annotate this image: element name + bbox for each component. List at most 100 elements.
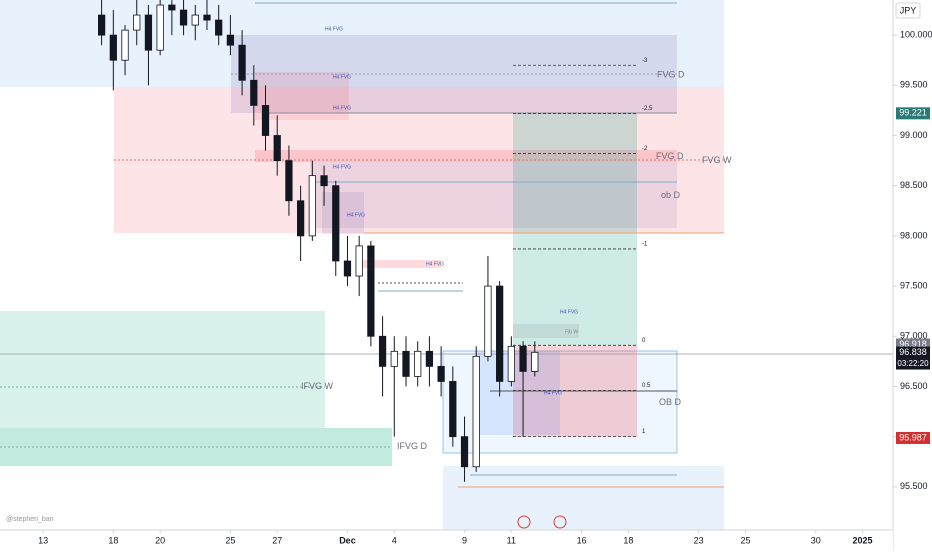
- price-tag-label: 96.838: [899, 347, 927, 357]
- zone: [513, 324, 579, 338]
- small-label: H4 FVG: [560, 309, 578, 315]
- candle-body: [472, 355, 480, 468]
- candles: [97, 0, 539, 482]
- zone: [361, 260, 441, 268]
- y-tick-label: 99.500: [900, 80, 928, 90]
- price-tag-label: 96.918: [899, 339, 927, 349]
- candle-body: [133, 14, 141, 31]
- candle-body: [226, 34, 235, 46]
- candle-body: [449, 381, 457, 438]
- countdown: 03:22:20: [897, 359, 929, 368]
- x-tick-label: 25: [225, 535, 235, 545]
- y-tick-label: 96.500: [900, 381, 928, 391]
- fib-label: -2: [642, 146, 648, 152]
- candle-body: [215, 19, 223, 36]
- candle-body: [390, 350, 398, 367]
- fib-label: 1: [642, 429, 646, 435]
- fib-label: -1: [642, 242, 648, 248]
- x-tick-label: 2025: [853, 535, 873, 545]
- zone: [231, 35, 677, 113]
- small-label: H4 FVG: [325, 26, 343, 32]
- zone: [310, 162, 677, 228]
- price-tag-label: 99.221: [899, 108, 927, 118]
- axes: 95.50096.00096.50097.00097.50098.00098.5…: [38, 30, 932, 546]
- x-tick-label: 18: [108, 535, 118, 545]
- fib-label: 0: [642, 338, 646, 344]
- candle-body: [460, 436, 469, 468]
- small-label: H4 FVG: [333, 164, 351, 170]
- candle-body: [519, 345, 527, 372]
- y-tick-label: 97.500: [900, 280, 928, 290]
- watermark: @stephen_ban: [6, 516, 54, 523]
- y-tick-label: 97.000: [900, 331, 928, 341]
- candle-body: [531, 351, 539, 372]
- y-tick-label: 95.500: [900, 481, 928, 491]
- candle-body: [273, 135, 281, 162]
- zone: [443, 466, 724, 530]
- countdown-box: [896, 358, 930, 370]
- zone-label: IFVG W: [301, 381, 334, 391]
- candle-body: [496, 285, 504, 382]
- event-icon[interactable]: [553, 515, 567, 529]
- y-tick-label: 98.000: [900, 230, 928, 240]
- small-label: H4 FVG: [426, 261, 444, 267]
- x-tick-label: 20: [155, 535, 165, 545]
- candle-body: [285, 160, 293, 202]
- zone-label: IFVG D: [397, 441, 428, 451]
- candle-body: [238, 44, 246, 81]
- candle-body: [507, 345, 515, 382]
- candle-body: [308, 175, 316, 237]
- y-tick-label: 98.500: [900, 180, 928, 190]
- fib-levels: -3 -2.5 -2 -1 0 0.5 1: [513, 58, 653, 438]
- small-label: H4 FVG: [544, 390, 562, 396]
- event-icon[interactable]: [517, 515, 531, 529]
- fib-label: -3: [642, 58, 648, 64]
- fib-label: -2.5: [642, 106, 653, 112]
- x-tick-label: 25: [740, 535, 750, 545]
- y-tick-label: 100.000: [900, 30, 932, 40]
- candle-body: [109, 34, 117, 61]
- price-tag: [896, 431, 930, 444]
- candle-body: [402, 350, 410, 377]
- candle-body: [261, 104, 270, 136]
- candle-body: [179, 9, 188, 26]
- candle-body: [191, 14, 199, 26]
- zone: [475, 351, 560, 435]
- x-tick-label: 23: [694, 535, 704, 545]
- x-tick-label: 27: [272, 535, 282, 545]
- candle-body: [144, 14, 153, 51]
- candle-body: [121, 29, 129, 61]
- zone: [255, 72, 349, 120]
- price-tag: [896, 107, 930, 120]
- candle-body: [168, 4, 176, 11]
- y-tick-label: 99.000: [900, 130, 928, 140]
- zones: [0, 0, 893, 530]
- small-label: H4 FVG: [333, 105, 351, 111]
- zone-label: ob D: [661, 190, 681, 200]
- candle-body: [156, 4, 164, 51]
- small-label: H4 FVG: [333, 74, 351, 80]
- x-tick-label: 16: [577, 535, 587, 545]
- candle-body: [414, 350, 422, 377]
- zone-label: FVG D: [657, 70, 685, 80]
- small-label: H4 FVG: [347, 212, 365, 218]
- zone-labels: FVG D FVG D FVG W ob D IFVG W OB D IFVG D H4 FV…: [301, 26, 732, 451]
- zone: [255, 150, 677, 162]
- candle-body: [355, 245, 363, 277]
- x-tick-label: 30: [811, 535, 821, 545]
- candle-body: [250, 79, 258, 106]
- x-tick-label: 9: [462, 535, 467, 545]
- candle-body: [320, 175, 328, 187]
- candle-body: [297, 200, 305, 237]
- x-tick-label: 11: [507, 535, 516, 545]
- zone: [0, 0, 724, 87]
- x-tick-label: Dec: [339, 535, 356, 545]
- candle-body: [332, 185, 340, 262]
- currency: JPY: [900, 5, 917, 15]
- fib-label: 0.5: [642, 383, 651, 389]
- price-tag: [896, 346, 930, 359]
- currency-box[interactable]: [895, 2, 921, 19]
- zone: [322, 192, 364, 234]
- candle-body: [378, 335, 387, 367]
- candle-body: [484, 285, 492, 357]
